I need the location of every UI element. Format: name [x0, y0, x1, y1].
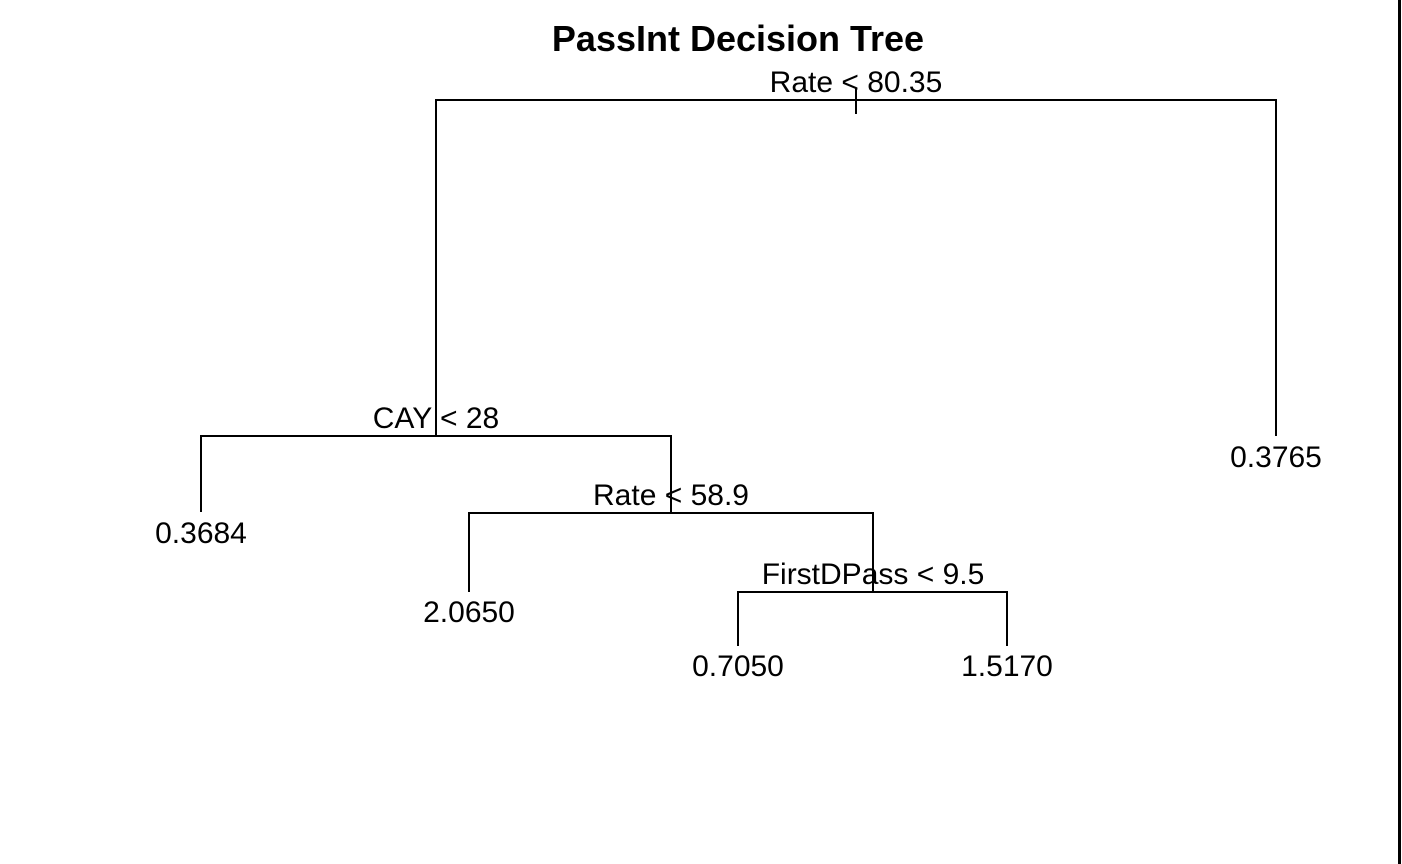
rate-58-branch: [468, 512, 874, 592]
cay-branch: [200, 435, 672, 512]
leaf-label-root-right: 0.3765: [1230, 441, 1322, 474]
split-label-rate-58: Rate < 58.9: [593, 479, 749, 512]
split-label-firstdpass: FirstDPass < 9.5: [762, 558, 985, 591]
split-label-cay: CAY < 28: [373, 402, 499, 435]
split-label-root: Rate < 80.35: [770, 66, 943, 99]
leaf-label-firstdpass-right: 1.5170: [961, 650, 1053, 683]
leaf-label-cay-left: 0.3684: [155, 517, 247, 550]
leaf-label-rate-58-left: 2.0650: [423, 596, 515, 629]
plot-title: PassInt Decision Tree: [552, 18, 924, 59]
root-branch: [435, 99, 1277, 436]
firstdpass-branch: [737, 591, 1008, 646]
leaf-label-firstdpass-left: 0.7050: [692, 650, 784, 683]
